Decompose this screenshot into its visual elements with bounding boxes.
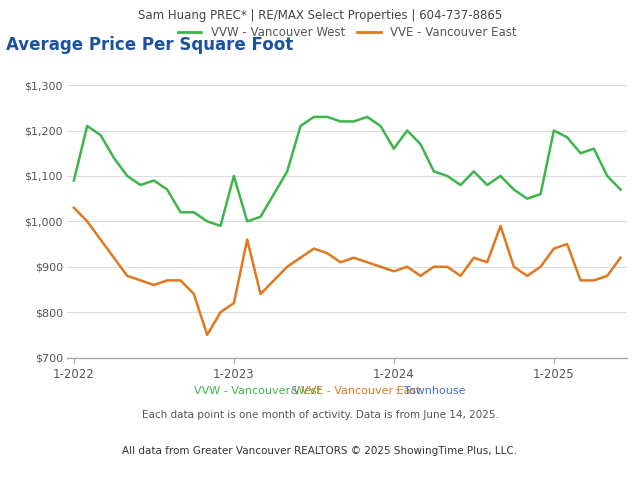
Text: :: : bbox=[395, 386, 402, 396]
Text: VVW - Vancouver West: VVW - Vancouver West bbox=[194, 386, 321, 396]
Text: All data from Greater Vancouver REALTORS © 2025 ShowingTime Plus, LLC.: All data from Greater Vancouver REALTORS… bbox=[122, 446, 518, 456]
Text: Average Price Per Square Foot: Average Price Per Square Foot bbox=[6, 36, 294, 54]
Text: Sam Huang PREC* | RE/MAX Select Properties | 604-737-8865: Sam Huang PREC* | RE/MAX Select Properti… bbox=[138, 9, 502, 22]
Legend: VVW - Vancouver West, VVE - Vancouver East: VVW - Vancouver West, VVE - Vancouver Ea… bbox=[173, 21, 522, 44]
Text: VVE - Vancouver East: VVE - Vancouver East bbox=[301, 386, 421, 396]
Text: Each data point is one month of activity. Data is from June 14, 2025.: Each data point is one month of activity… bbox=[141, 410, 499, 420]
Text: &: & bbox=[287, 386, 303, 396]
Text: Townhouse: Townhouse bbox=[404, 386, 465, 396]
